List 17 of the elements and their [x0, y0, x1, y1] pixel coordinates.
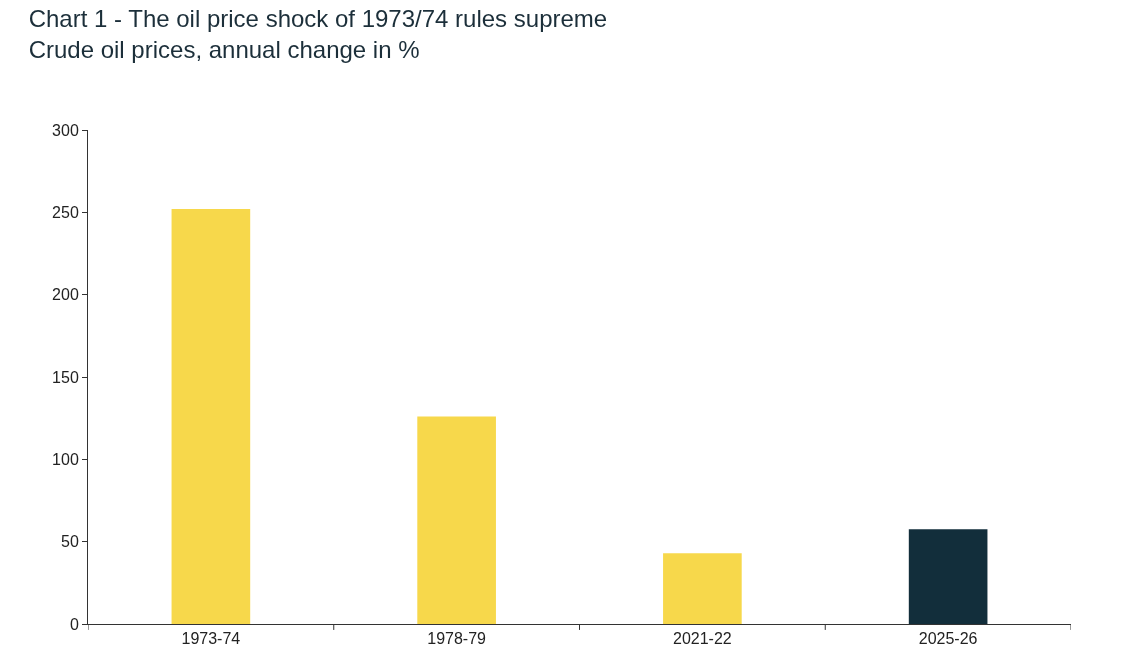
x-tick-label: 2021-22 [673, 630, 732, 648]
y-tick-label: 150 [52, 368, 79, 386]
y-tick-label: 100 [52, 450, 79, 468]
y-tick-label: 300 [52, 121, 79, 139]
y-tick-label: 50 [61, 533, 79, 551]
x-tick-label: 1973-74 [181, 630, 241, 648]
chart-title: Chart 1 - The oil price shock of 1973/74 rules supreme [28, 4, 608, 32]
bar [663, 553, 742, 624]
y-tick-label: 200 [52, 286, 79, 304]
bar [908, 529, 988, 624]
bar [171, 209, 251, 624]
chart-subtitle: Crude oil prices, annual change in % [28, 35, 420, 63]
y-tick-label: 0 [69, 615, 79, 633]
y-tick-label: 250 [52, 203, 79, 221]
x-tick-label: 1978-79 [427, 630, 487, 648]
bar [417, 416, 496, 624]
x-tick-label: 2025-26 [918, 630, 978, 648]
